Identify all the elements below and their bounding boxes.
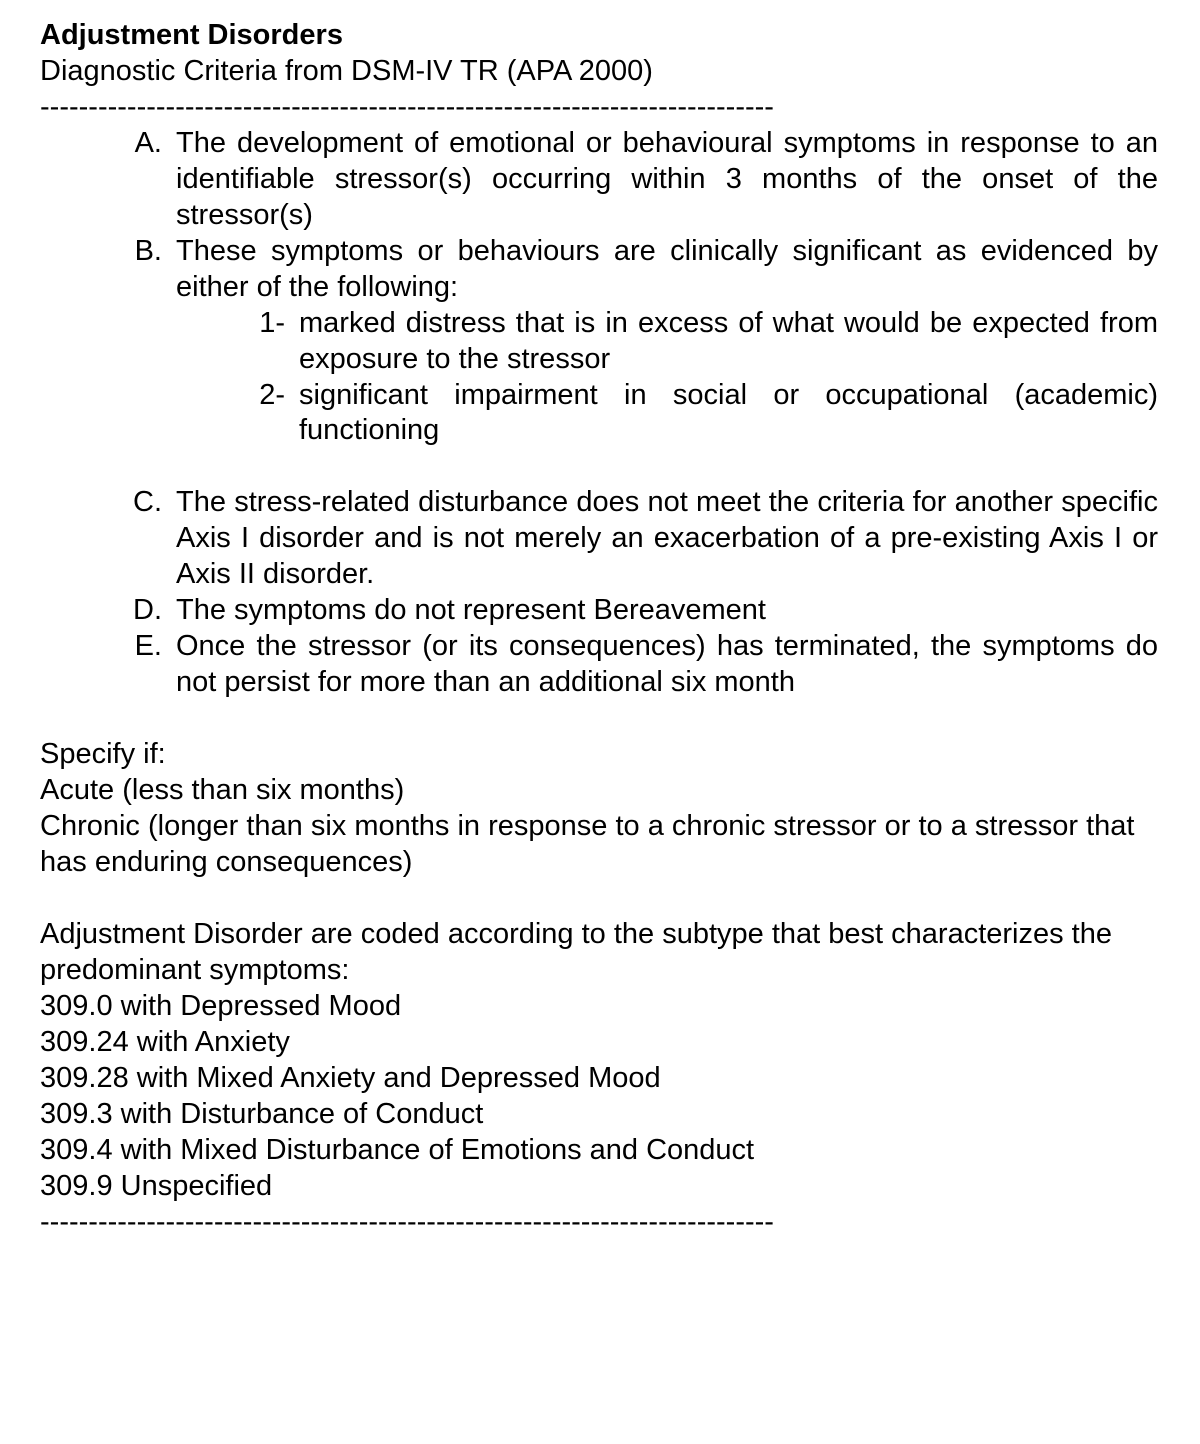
criterion-b-intro: These symptoms or behaviours are clinica… [176,235,1158,303]
criterion-b-sublist: 1- marked distress that is in excess of … [176,306,1158,450]
subitem-label: 1- [231,306,299,378]
code-309-0: 309.0 with Depressed Mood [40,989,1160,1025]
criteria-list: A. The development of emotional or behav… [40,126,1160,701]
specify-chronic: Chronic (longer than six months in respo… [40,809,1160,881]
criterion-a: A. The development of emotional or behav… [110,126,1158,234]
criterion-b-2: 2- significant impairment in social or o… [231,378,1158,450]
document-page: Adjustment Disorders Diagnostic Criteria… [0,0,1200,1444]
criterion-text: The stress-related disturbance does not … [176,485,1158,593]
criterion-text: The symptoms do not represent Bereavemen… [176,593,1158,629]
criterion-label: D. [110,593,176,629]
divider-bottom: ----------------------------------------… [40,1205,1160,1241]
specify-heading: Specify if: [40,737,1160,773]
code-309-4: 309.4 with Mixed Disturbance of Emotions… [40,1133,1160,1169]
subitem-text: significant impairment in social or occu… [299,378,1158,450]
code-309-3: 309.3 with Disturbance of Conduct [40,1097,1160,1133]
criterion-label: C. [110,485,176,593]
criterion-label: A. [110,126,176,234]
criterion-b: B. These symptoms or behaviours are clin… [110,234,1158,450]
coding-intro: Adjustment Disorder are coded according … [40,917,1160,989]
subitem-label: 2- [231,378,299,450]
criterion-label: B. [110,234,176,450]
criterion-d: D. The symptoms do not represent Bereave… [110,593,1158,629]
code-309-24: 309.24 with Anxiety [40,1025,1160,1061]
specify-acute: Acute (less than six months) [40,773,1160,809]
specify-block: Specify if: Acute (less than six months)… [40,737,1160,881]
page-subtitle: Diagnostic Criteria from DSM-IV TR (APA … [40,54,1160,90]
code-309-9: 309.9 Unspecified [40,1169,1160,1205]
criterion-text: The development of emotional or behaviou… [176,126,1158,234]
criterion-label: E. [110,629,176,701]
coding-block: Adjustment Disorder are coded according … [40,917,1160,1205]
criterion-b-1: 1- marked distress that is in excess of … [231,306,1158,378]
criterion-text: These symptoms or behaviours are clinica… [176,234,1158,450]
code-309-28: 309.28 with Mixed Anxiety and Depressed … [40,1061,1160,1097]
subitem-text: marked distress that is in excess of wha… [299,306,1158,378]
criterion-e: E. Once the stressor (or its consequence… [110,629,1158,701]
divider-top: ----------------------------------------… [40,90,1160,126]
page-title: Adjustment Disorders [40,18,1160,54]
criterion-text: Once the stressor (or its consequences) … [176,629,1158,701]
criterion-c: C. The stress-related disturbance does n… [110,485,1158,593]
